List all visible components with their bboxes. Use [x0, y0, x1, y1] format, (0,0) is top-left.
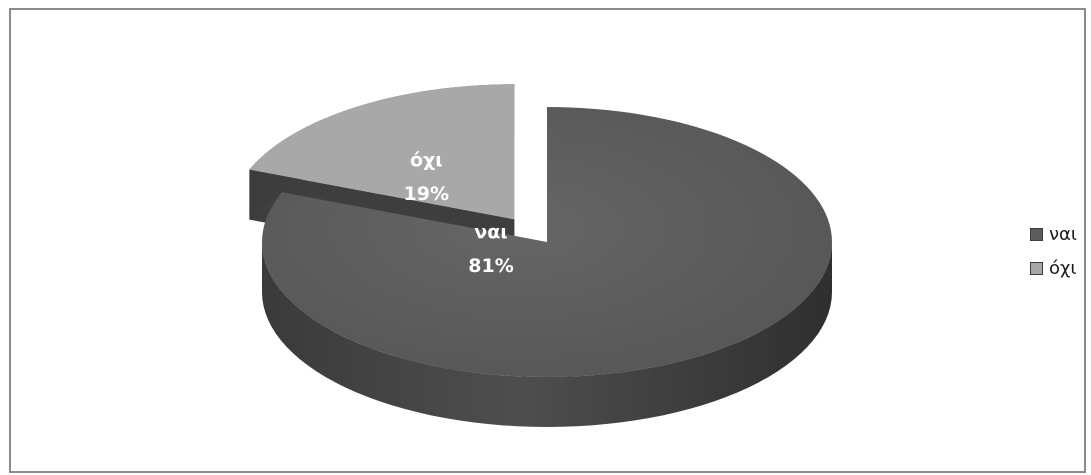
legend-label-ochi: όχι — [1049, 257, 1077, 279]
legend-swatch-nai — [1030, 227, 1043, 241]
slice-nai-side — [262, 242, 832, 427]
slice-nai: ναι 81% — [262, 107, 832, 427]
chart-frame: όχι 19% ναι 81% ναι όχι — [9, 8, 1086, 473]
slice-label-ochi-value: 19% — [404, 183, 449, 205]
legend-item-ochi: όχι — [1030, 251, 1077, 285]
legend-item-nai: ναι — [1030, 217, 1077, 251]
slice-label-nai-category: ναι — [474, 221, 507, 243]
slice-ochi-top — [249, 84, 515, 220]
legend-label-nai: ναι — [1049, 223, 1078, 245]
pie-chart: όχι 19% ναι 81% — [249, 84, 832, 427]
slice-label-ochi-category: όχι — [410, 149, 443, 171]
slice-nai-top — [262, 107, 832, 377]
legend-swatch-ochi — [1030, 261, 1043, 275]
slice-label-nai-value: 81% — [468, 255, 513, 277]
chart-legend: ναι όχι — [1030, 217, 1077, 285]
